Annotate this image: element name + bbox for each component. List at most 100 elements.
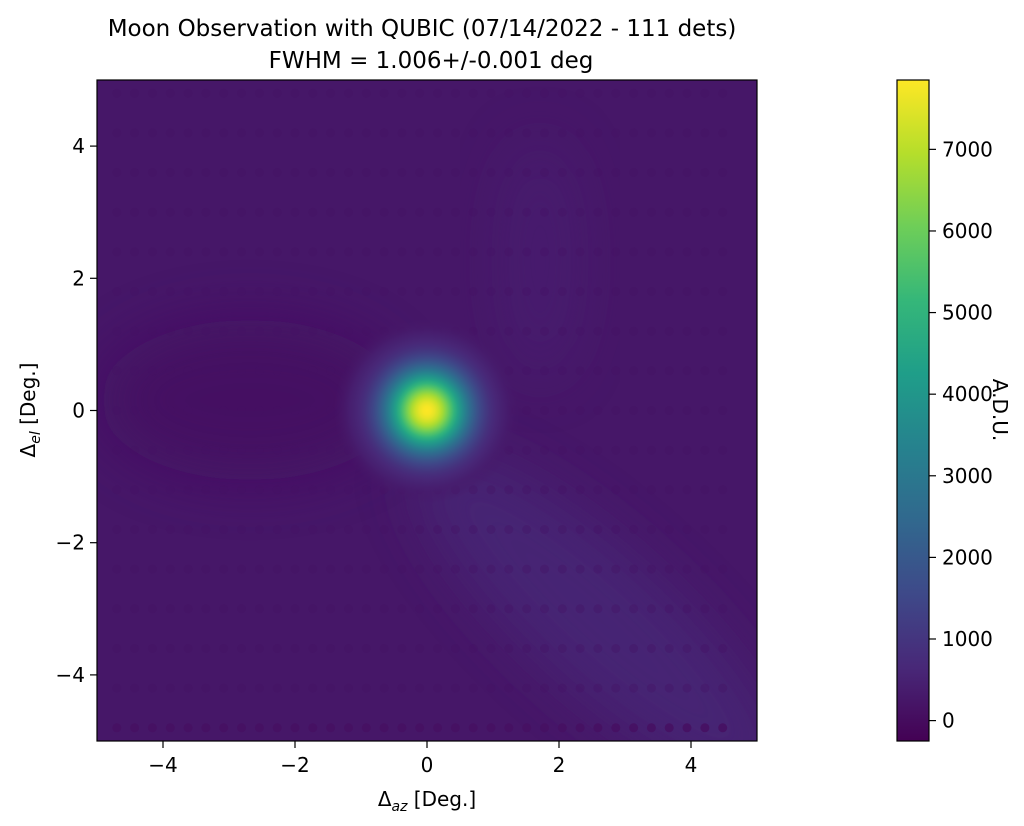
scan-dot xyxy=(593,128,603,138)
scan-dot xyxy=(522,644,532,653)
scan-dot xyxy=(112,723,122,733)
scan-dot xyxy=(344,88,353,98)
scan-dot xyxy=(629,247,639,257)
scan-dot xyxy=(272,366,282,376)
scan-dot xyxy=(254,247,264,257)
scan-dot xyxy=(219,485,229,495)
scan-dot xyxy=(165,485,175,495)
scan-dot xyxy=(522,247,532,257)
scan-dot xyxy=(593,564,603,574)
scan-dot xyxy=(468,723,478,733)
scan-dot xyxy=(468,168,478,177)
scan-dot xyxy=(397,604,407,614)
scan-dot xyxy=(397,287,407,296)
scan-dot xyxy=(629,207,639,217)
scan-dot xyxy=(344,168,353,177)
scan-dot xyxy=(575,326,585,336)
scan-dot xyxy=(130,207,140,217)
scan-dot xyxy=(504,723,514,733)
scan-dot xyxy=(664,247,674,257)
scan-dot xyxy=(254,604,264,614)
scan-dot xyxy=(130,128,140,138)
scan-dot xyxy=(682,128,692,138)
scan-dot xyxy=(611,326,621,336)
scan-dot xyxy=(629,128,639,138)
scan-dot xyxy=(504,168,514,177)
scan-dot xyxy=(682,604,692,614)
scan-dot xyxy=(468,287,478,296)
scan-dot xyxy=(557,406,567,415)
scan-dot xyxy=(183,168,193,177)
scan-dot xyxy=(237,604,246,614)
chart-title: Moon Observation with QUBIC (07/14/2022 … xyxy=(108,16,737,42)
scan-dot xyxy=(344,485,353,495)
scan-dot xyxy=(664,683,674,693)
scan-dot xyxy=(219,128,229,138)
scan-dot xyxy=(290,88,300,98)
scan-dot xyxy=(557,326,567,336)
scan-dot xyxy=(415,168,425,177)
y-tick-label: −2 xyxy=(56,531,85,555)
scan-dot xyxy=(415,644,425,653)
scan-dot xyxy=(682,287,692,296)
colorbar-tick-label: 5000 xyxy=(942,301,993,325)
scan-dot xyxy=(557,644,567,653)
scan-dot xyxy=(361,326,371,336)
scan-dot xyxy=(540,485,549,495)
scan-dot xyxy=(147,326,157,336)
scan-dot xyxy=(326,723,336,733)
scan-dot xyxy=(468,247,478,257)
scan-dot xyxy=(522,287,532,296)
scan-dot xyxy=(112,525,122,534)
scan-dot xyxy=(272,287,282,296)
scan-dot xyxy=(361,683,371,693)
scan-dot xyxy=(486,287,496,296)
scan-dot xyxy=(344,525,353,534)
colorbar-label: A.D.U. xyxy=(988,379,1012,441)
scan-dot xyxy=(611,644,621,653)
x-tick-label: −2 xyxy=(280,753,309,777)
scan-dot xyxy=(397,168,407,177)
scan-dot xyxy=(700,683,710,693)
scan-dot xyxy=(290,207,300,217)
scan-dot xyxy=(361,207,371,217)
scan-dot xyxy=(415,683,425,693)
scan-dot xyxy=(700,604,710,614)
scan-dot xyxy=(593,723,603,733)
scan-dot xyxy=(237,247,246,257)
scan-dot xyxy=(237,406,246,415)
scan-dot xyxy=(486,485,496,495)
scan-dot xyxy=(611,525,621,534)
scan-dot xyxy=(450,168,460,177)
scan-dot xyxy=(237,564,246,574)
scan-dot xyxy=(147,644,157,653)
scan-dot xyxy=(237,445,246,455)
scan-dot xyxy=(237,485,246,495)
scan-dot xyxy=(237,366,246,376)
scan-dot xyxy=(165,564,175,574)
scan-dot xyxy=(540,564,549,574)
y-axis-label-unit: [Deg.] xyxy=(16,363,40,432)
x-tick-label: 4 xyxy=(685,753,698,777)
scan-dot xyxy=(504,128,514,138)
scan-dot xyxy=(486,723,496,733)
scan-dot xyxy=(522,604,532,614)
scan-dot xyxy=(254,683,264,693)
scan-dot xyxy=(629,564,639,574)
scan-dot xyxy=(450,247,460,257)
x-axis-label: Δaz [Deg.] xyxy=(378,787,476,815)
x-tick-label: 0 xyxy=(421,753,434,777)
scan-dot xyxy=(664,88,674,98)
scan-dot xyxy=(611,287,621,296)
scan-dot xyxy=(201,644,211,653)
scan-dot xyxy=(468,207,478,217)
scan-dot xyxy=(219,366,229,376)
scan-dot xyxy=(450,683,460,693)
scan-dot xyxy=(593,445,603,455)
scan-dot xyxy=(326,564,336,574)
scan-dot xyxy=(611,207,621,217)
scan-dot xyxy=(147,485,157,495)
scan-dot xyxy=(504,207,514,217)
scan-dot xyxy=(397,683,407,693)
scan-dot xyxy=(219,168,229,177)
